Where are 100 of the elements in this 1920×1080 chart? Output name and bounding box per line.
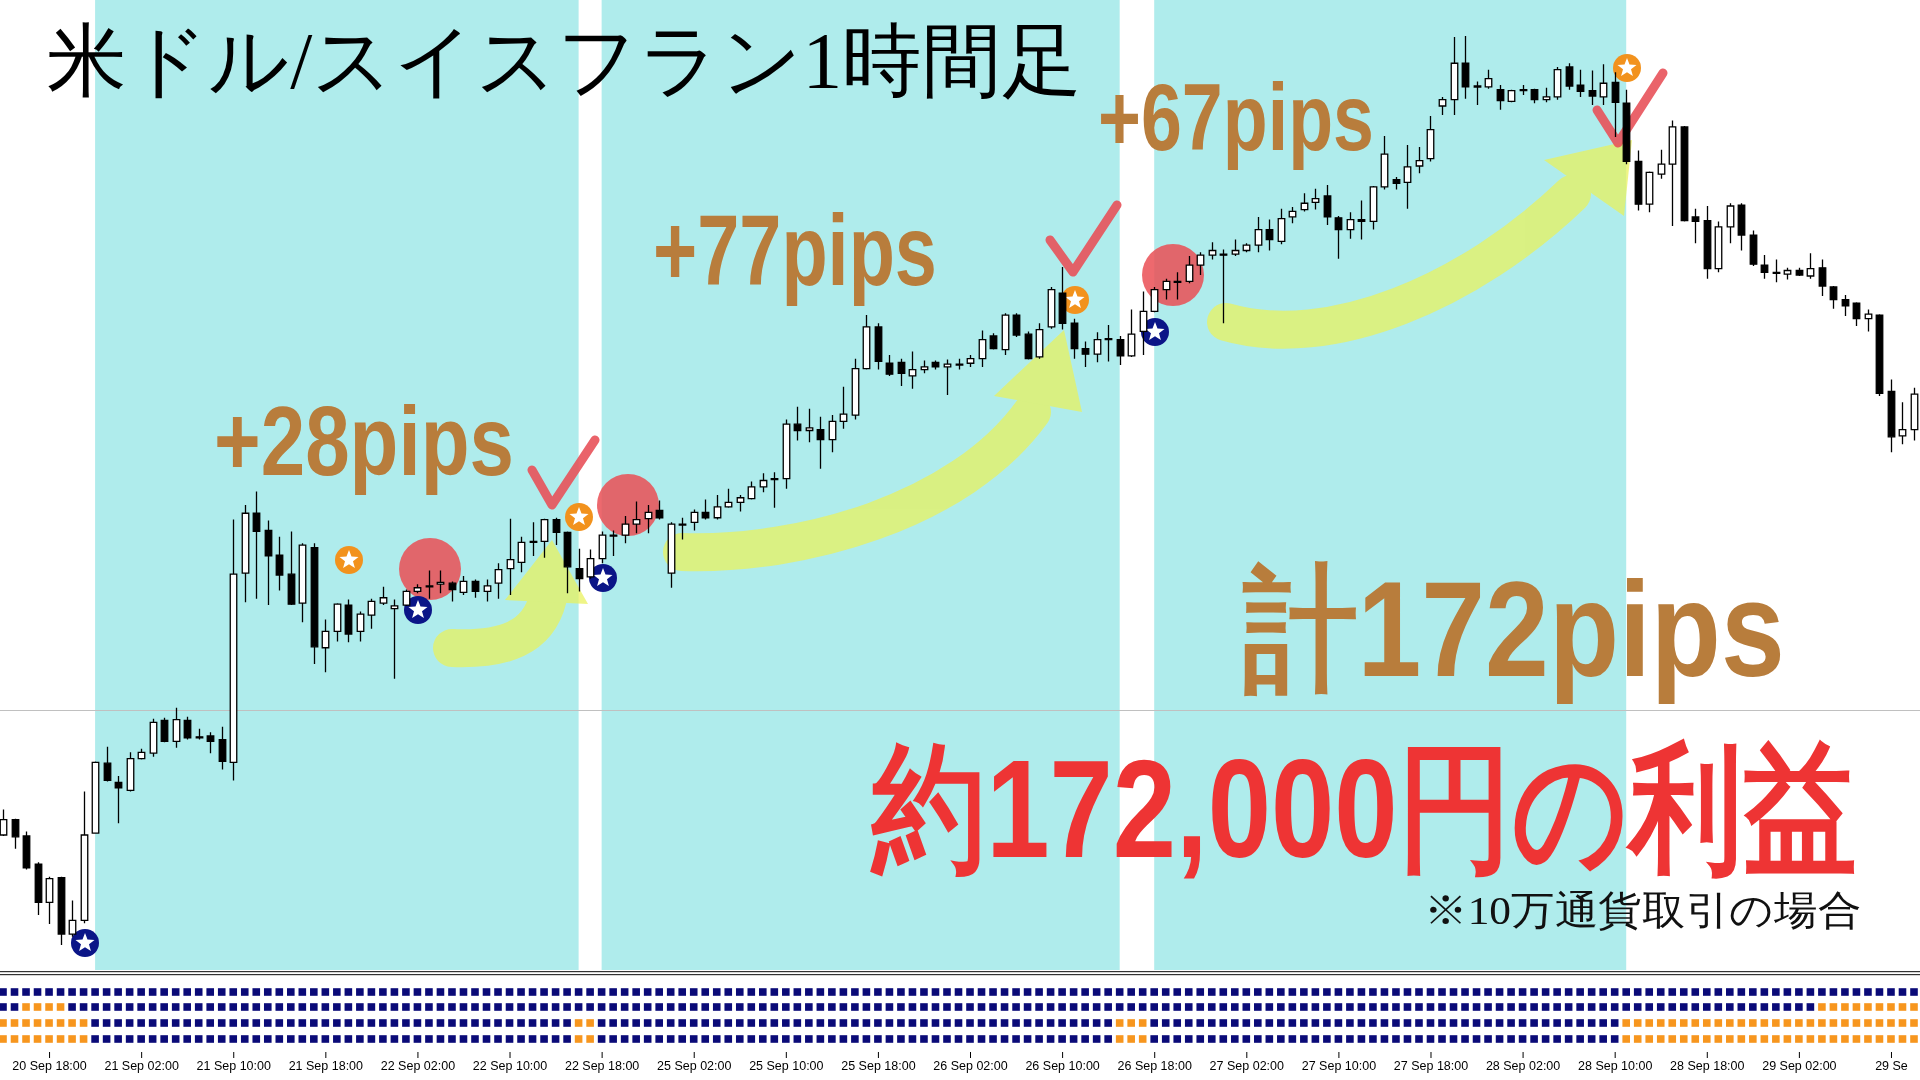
x-tick-label: 27 Sep 10:00	[1301, 1058, 1377, 1073]
candlestick	[494, 562, 503, 600]
candlestick	[1576, 68, 1585, 98]
chart-title: 米ドル/スイスフラン1時間足	[47, 16, 1082, 106]
candlestick	[1450, 36, 1459, 116]
annotation: ※10万通貨取引の場合	[1424, 888, 1862, 933]
candlestick	[747, 480, 756, 501]
candlestick	[483, 578, 492, 603]
candlestick	[1599, 63, 1608, 106]
candlestick	[1680, 125, 1689, 223]
annotation: 計172pips	[1242, 554, 1785, 706]
candlestick	[229, 518, 238, 782]
candlestick	[563, 530, 572, 594]
candlestick	[701, 498, 710, 521]
candlestick	[206, 731, 215, 754]
candlestick	[45, 876, 54, 925]
candlestick	[91, 760, 100, 834]
candlestick	[1208, 241, 1217, 261]
x-tick-label: 21 Sep 18:00	[288, 1058, 364, 1073]
candlestick	[1219, 248, 1228, 324]
candlestick	[1323, 184, 1332, 226]
candlestick	[1254, 216, 1263, 253]
candlestick	[793, 406, 802, 442]
candlestick	[609, 529, 618, 557]
candlestick	[1473, 80, 1482, 106]
x-tick-label: 25 Sep 18:00	[841, 1058, 916, 1073]
candlestick	[103, 746, 112, 783]
candlestick	[448, 580, 457, 603]
candlestick	[1231, 238, 1240, 257]
candlestick	[1346, 211, 1355, 240]
candlestick	[68, 899, 77, 938]
x-tick-label: 27 Sep 02:00	[1209, 1058, 1285, 1073]
candlestick	[1058, 266, 1067, 331]
candlestick	[1657, 148, 1666, 180]
annotation: +67pips	[1098, 65, 1374, 171]
annotation: +28pips	[214, 386, 514, 496]
candlestick	[321, 618, 330, 673]
x-tick-label: 28 Sep 10:00	[1578, 1058, 1653, 1073]
x-tick-label: 28 Sep 18:00	[1670, 1058, 1745, 1073]
candlestick	[1795, 267, 1804, 277]
candlestick	[575, 548, 584, 593]
candlestick	[218, 726, 227, 771]
candlestick	[1760, 254, 1769, 280]
candlestick	[1426, 115, 1435, 163]
candlestick	[298, 542, 307, 623]
candlestick	[1783, 267, 1792, 281]
candlestick	[264, 519, 273, 606]
candlestick	[1093, 331, 1102, 363]
candlestick	[1104, 324, 1113, 363]
candlestick	[241, 504, 250, 603]
candlestick	[978, 329, 987, 368]
candlestick	[644, 504, 653, 534]
x-tick-label: 25 Sep 10:00	[749, 1058, 824, 1073]
candlestick	[1012, 312, 1021, 338]
x-tick-label: 22 Sep 10:00	[472, 1058, 548, 1073]
x-tick-label: 25 Sep 02:00	[657, 1058, 732, 1073]
candlestick	[1185, 255, 1194, 284]
candlestick	[955, 358, 964, 371]
candlestick	[11, 818, 20, 850]
candlestick	[770, 471, 779, 509]
candlestick	[908, 350, 917, 390]
candlestick	[1265, 218, 1274, 252]
candlestick	[1496, 84, 1505, 111]
candlestick	[1369, 185, 1378, 231]
candlestick	[390, 598, 399, 680]
candlestick	[1403, 144, 1412, 210]
candlestick	[862, 314, 871, 371]
candlestick	[1461, 35, 1470, 100]
annotation: +77pips	[653, 194, 937, 307]
x-tick-label: 22 Sep 18:00	[564, 1058, 640, 1073]
candlestick	[1542, 87, 1551, 104]
candlestick	[413, 583, 422, 594]
candlestick	[1829, 285, 1838, 310]
candlestick	[586, 548, 595, 580]
candlestick	[989, 332, 998, 351]
candlestick	[655, 499, 664, 521]
candlestick	[690, 508, 699, 532]
candlestick	[943, 358, 952, 396]
candlestick	[1300, 192, 1309, 213]
x-tick-label: 27 Sep 18:00	[1393, 1058, 1469, 1073]
candlestick	[1588, 69, 1597, 106]
candlestick	[828, 414, 837, 453]
candlestick	[805, 408, 814, 443]
candlestick	[1150, 286, 1159, 313]
candlestick	[1162, 278, 1171, 301]
candlestick	[1070, 318, 1079, 360]
candlestick	[1438, 96, 1447, 116]
x-tick-label: 20 Sep 18:00	[12, 1058, 87, 1073]
candlestick	[966, 354, 975, 368]
candlestick	[1668, 119, 1677, 227]
x-tick-label: 26 Sep 02:00	[933, 1058, 1008, 1073]
x-tick-label: 21 Sep 02:00	[104, 1058, 179, 1073]
candlestick	[275, 536, 284, 592]
candlestick	[1887, 378, 1896, 453]
candlestick	[782, 418, 791, 490]
x-tick-label: 26 Sep 10:00	[1025, 1058, 1100, 1073]
candlestick	[506, 518, 515, 596]
candlestick	[1127, 308, 1136, 358]
candlestick	[529, 521, 538, 557]
candlestick	[931, 359, 940, 371]
